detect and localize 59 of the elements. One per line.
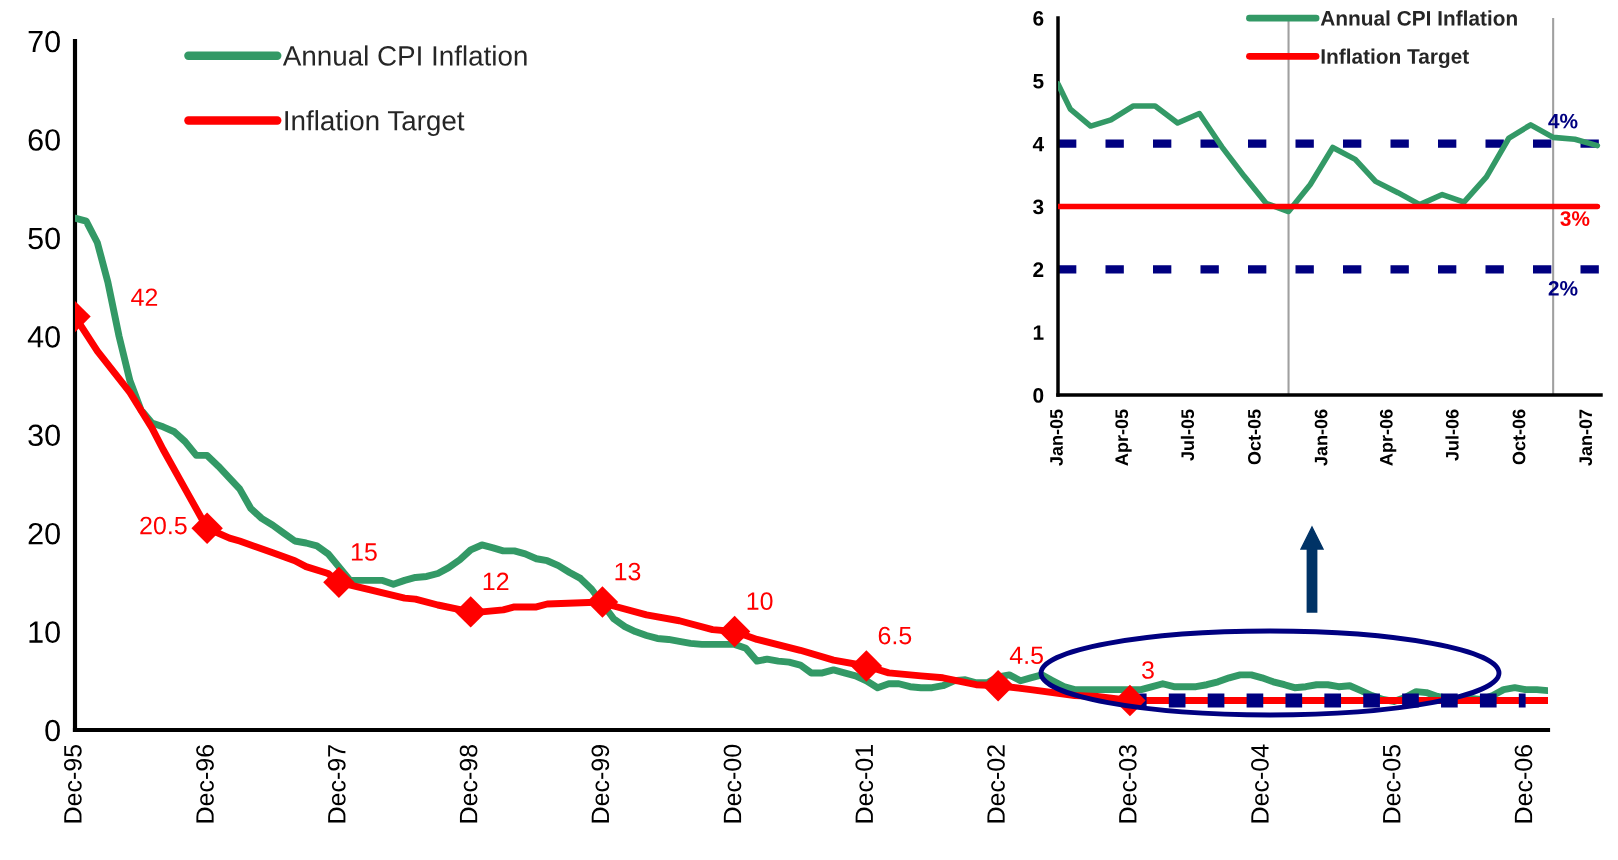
x-tick-label: Dec-02 [987,745,1005,823]
point [454,596,487,628]
point [191,512,223,544]
data-label: 20.5 [140,516,187,535]
data-label: 10 [747,592,773,610]
x-tick-label: Dec-96 [196,744,214,823]
x-tick-label: Dec-95 [64,744,82,823]
x-tick-label: Dec-05 [1382,744,1401,823]
y-tick-label: 40 [27,326,60,348]
legend-label: Annual CPI Inflation [282,45,527,66]
ref-line-label: 2% [1548,280,1578,296]
y-tick-label: 20 [28,522,60,545]
point [718,615,751,648]
x-tick-label: Dec-06 [1514,744,1533,823]
point [323,566,355,599]
y-tick-label: 1 [1033,325,1044,340]
y-tick-label: 3 [1033,199,1044,215]
data-label: 3 [1141,661,1154,679]
x-tick-label: Oct-06 [1512,409,1526,465]
y-tick-label: 60 [28,129,60,151]
y-tick-label: 4 [1032,136,1044,152]
y-tick-label: 0 [45,719,60,742]
y-tick-label: 2 [1033,262,1044,277]
y-tick-label: 10 [29,621,60,643]
x-tick-label: Jan-05 [1050,409,1063,466]
x-tick-label: Dec-03 [1118,744,1137,823]
x-tick-label: Jan-06 [1314,409,1328,466]
x-tick-label: Apr-05 [1115,409,1132,466]
point [586,586,619,618]
x-tick-label: Dec-99 [591,745,610,823]
point [850,650,883,682]
y-tick-label: 30 [28,424,60,447]
data-label: 15 [351,543,377,561]
data-label: 13 [615,562,641,581]
x-tick-label: Dec-97 [327,745,346,823]
legend-label: Inflation Target [285,110,465,137]
x-tick-label: Jul-06 [1445,409,1459,461]
y-tick-label: 5 [1033,74,1044,89]
x-tick-label: Dec-98 [459,744,478,823]
x-tick-label: Dec-04 [1251,744,1269,823]
legend-label: Inflation Target [1321,48,1469,69]
y-tick-label: 70 [28,30,60,53]
data-label: 42 [131,288,158,306]
x-tick-label: Dec-00 [723,744,742,823]
legend-label: Annual CPI Inflation [1320,10,1517,26]
y-tick-label: 0 [1033,388,1044,403]
y-tick-label: 50 [28,227,60,250]
x-tick-label: Jul-05 [1180,409,1195,461]
x-tick-label: Apr-06 [1379,409,1397,466]
x-tick-label: Dec-01 [855,745,874,823]
data-label: 12 [483,572,509,591]
data-label: 6.5 [878,626,912,645]
x-tick-label: Jan-07 [1579,409,1593,466]
y-tick-label: 6 [1033,11,1044,26]
data-label: 4.5 [1009,646,1043,665]
point [982,669,1014,702]
ref-line-label: 4% [1548,113,1578,129]
annotation: 3% [1560,211,1590,226]
x-tick-label: Oct-05 [1247,409,1261,465]
